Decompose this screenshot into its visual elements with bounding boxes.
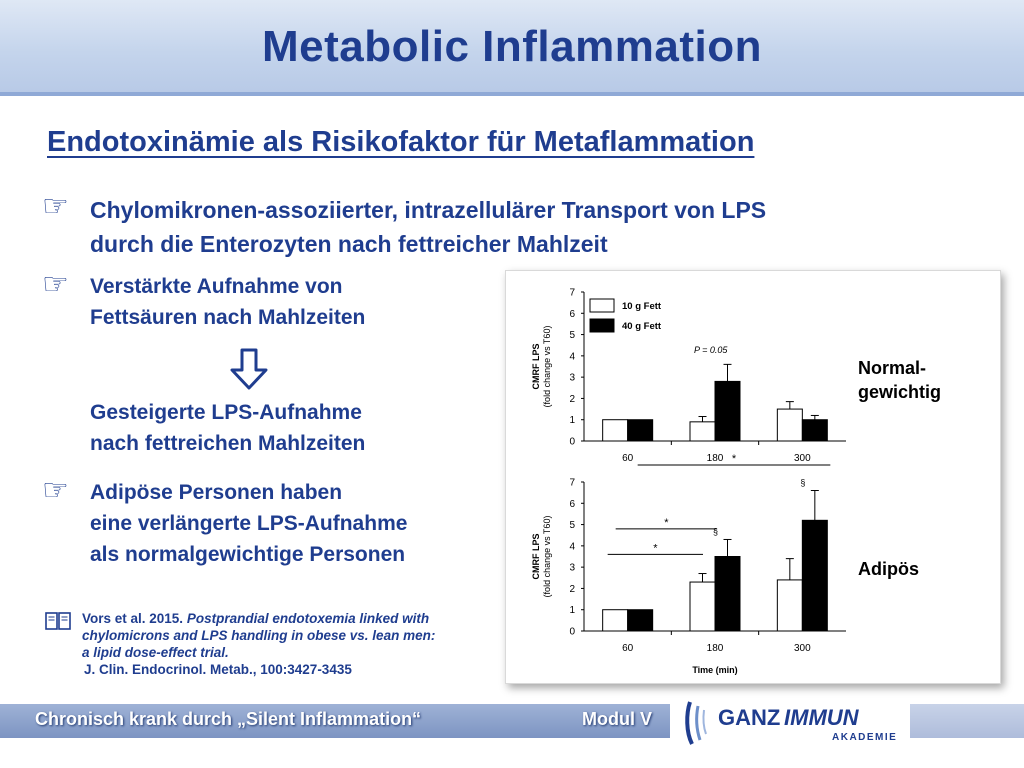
- bar: [689, 581, 716, 632]
- y-tick-label: 5: [569, 330, 575, 341]
- footer-course-title: Chronisch krank durch „Silent Inflammati…: [35, 709, 422, 729]
- bar: [714, 556, 741, 632]
- legend-label: 40 g Fett: [622, 321, 662, 332]
- reference-title: a lipid dose-effect trial.: [82, 645, 229, 660]
- bar: [627, 609, 654, 632]
- bullet-lps-uptake: Gesteigerte LPS-Aufnahme nach fettreiche…: [90, 397, 365, 459]
- header-divider: [0, 92, 1024, 96]
- bullet-line: Adipöse Personen haben: [90, 481, 343, 504]
- main-bullet-line1: Chylomikronen-assoziierter, intrazellulä…: [90, 197, 767, 223]
- significance-marker: *: [664, 517, 669, 529]
- ganzimmun-logo: GANZ IMMUN AKADEMIE: [685, 701, 897, 745]
- chart-panel: 0 1 2 3 4 5 6 7 CMRF LPS (fold change vs T60) 60 18…: [505, 270, 1001, 684]
- bullet-line: eine verlängerte LPS-Aufnahme: [90, 512, 408, 535]
- x-tick-label: 180: [707, 643, 724, 654]
- y-tick-label: 3: [569, 563, 575, 574]
- y-tick-label: 5: [569, 520, 575, 531]
- legend-swatch: [589, 298, 615, 313]
- bullet-line: Fettsäuren nach Mahlzeiten: [90, 306, 366, 329]
- logo-mark-icon: [685, 701, 707, 745]
- main-bullet: Chylomikronen-assoziierter, intrazellulä…: [90, 193, 970, 261]
- y-tick-label: 4: [569, 351, 575, 362]
- bar: [714, 380, 741, 442]
- y-tick-label: 3: [569, 373, 575, 384]
- y-tick-label: 6: [569, 499, 575, 510]
- y-axis-label: CMRF LPS: [531, 534, 541, 580]
- x-axis-label: Time (min): [692, 665, 737, 675]
- book-icon: [45, 612, 71, 630]
- footer-bar: [0, 704, 670, 738]
- reference-title: Postprandial endotoxemia linked with: [186, 611, 430, 626]
- logo-immun: IMMUN: [784, 705, 860, 730]
- bullet-line: nach fettreichen Mahlzeiten: [90, 432, 366, 455]
- bar: [627, 419, 654, 442]
- label-obese: Adipös: [858, 559, 919, 579]
- x-tick-label: 60: [622, 453, 634, 464]
- y-tick-label: 4: [569, 541, 575, 552]
- bar: [776, 408, 803, 442]
- y-tick-label: 2: [569, 394, 575, 405]
- significance-marker: *: [653, 542, 658, 554]
- footer-accent-bar: [910, 704, 1024, 738]
- y-tick-label: 1: [569, 415, 575, 426]
- significance-marker: §: [800, 478, 805, 488]
- p-value-annotation: P = 0.05: [694, 345, 728, 355]
- reference-citation: Vors et al. 2015. Postprandial endotoxem…: [82, 610, 502, 678]
- y-tick-label: 0: [569, 627, 575, 638]
- y-axis-label: (fold change vs T60): [542, 516, 552, 598]
- bullet-obese: Adipöse Personen haben eine verlängerte …: [90, 477, 407, 570]
- bullet-line: Verstärkte Aufnahme von: [90, 275, 343, 298]
- pointing-hand-icon: ☞: [42, 268, 69, 301]
- significance-marker: §: [713, 526, 718, 536]
- y-tick-label: 2: [569, 584, 575, 595]
- x-tick-label: 180: [707, 453, 724, 464]
- reference-title: chylomicrons and LPS handling in obese v…: [82, 628, 436, 643]
- x-tick-label: 300: [794, 643, 811, 654]
- page-title: Metabolic Inflammation: [262, 22, 762, 71]
- y-tick-label: 7: [569, 288, 575, 299]
- bullet-line: als normalgewichtige Personen: [90, 543, 406, 566]
- bar: [602, 419, 629, 442]
- reference-journal: J. Clin. Endocrinol. Metab., 100:3427-34…: [84, 662, 352, 677]
- logo-akademie: AKADEMIE: [832, 732, 897, 743]
- y-tick-label: 0: [569, 437, 575, 448]
- footer-module: Modul V: [582, 709, 652, 729]
- x-tick-label: 300: [794, 453, 811, 464]
- reference-authors: Vors et al. 2015.: [82, 611, 184, 626]
- bullet-uptake: Verstärkte Aufnahme von Fettsäuren nach …: [90, 271, 365, 333]
- bullet-line: Gesteigerte LPS-Aufnahme: [90, 401, 362, 424]
- header-band: [0, 0, 1024, 96]
- bar: [801, 519, 828, 632]
- bar: [776, 579, 803, 632]
- bar: [602, 609, 629, 632]
- main-bullet-line2: durch die Enterozyten nach fettreicher M…: [90, 231, 608, 257]
- bar: [689, 421, 716, 442]
- pointing-hand-icon: ☞: [42, 474, 69, 507]
- label-line: Normal-: [858, 358, 927, 378]
- y-axis-label: (fold change vs T60): [542, 326, 552, 408]
- legend-swatch: [589, 318, 615, 333]
- slide-subtitle: Endotoxinämie als Risikofaktor für Metaf…: [47, 126, 755, 158]
- label-normal-weight: Normal- gewichtig: [858, 356, 941, 404]
- logo-ganz: GANZ: [718, 705, 780, 730]
- bar: [801, 419, 828, 442]
- significance-marker: *: [732, 453, 737, 465]
- y-tick-label: 1: [569, 605, 575, 616]
- x-tick-label: 60: [622, 643, 634, 654]
- pointing-hand-icon: ☞: [42, 190, 69, 223]
- legend-label: 10 g Fett: [622, 301, 662, 312]
- label-line: gewichtig: [858, 382, 942, 402]
- y-axis-label: CMRF LPS: [531, 344, 541, 390]
- y-tick-label: 6: [569, 309, 575, 320]
- y-tick-label: 7: [569, 478, 575, 489]
- down-arrow-icon: [230, 348, 268, 390]
